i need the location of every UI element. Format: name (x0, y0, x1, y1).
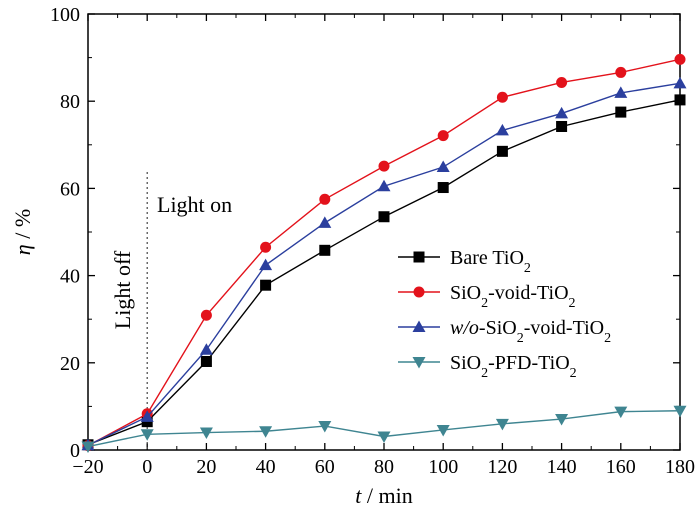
series-2 (81, 76, 687, 451)
x-tick-label: −20 (72, 456, 103, 478)
data-point (437, 182, 449, 194)
data-point (615, 66, 627, 78)
legend-label: SiO2​-PFD-TiO2​ (450, 352, 577, 381)
x-tick-label: 60 (315, 456, 335, 478)
data-point (199, 427, 213, 440)
data-point (555, 414, 569, 426)
y-axis-label: η / % (10, 209, 35, 255)
data-point (436, 160, 450, 173)
data-point (81, 441, 95, 454)
series-3 (81, 405, 687, 454)
plot-area-frame (87, 13, 681, 451)
data-point (437, 130, 449, 142)
legend-item: Bare TiO2​ (398, 247, 531, 276)
legend-item: SiO2​-PFD-TiO2​ (398, 352, 577, 381)
data-point (378, 211, 390, 223)
x-tick-label: 180 (665, 456, 695, 478)
data-point (259, 258, 273, 271)
data-point (436, 424, 450, 437)
x-tick-label: 20 (196, 456, 216, 478)
data-point (140, 429, 154, 441)
series-line (87, 58, 681, 447)
x-tick-label: 120 (487, 456, 517, 478)
data-point (496, 91, 508, 103)
data-point (378, 160, 390, 172)
data-point (555, 106, 569, 119)
data-point (674, 94, 686, 106)
series-0 (82, 94, 686, 451)
x-tick-label: 160 (606, 456, 636, 478)
legend-item: w/o-SiO2​-void-TiO2​ (398, 317, 611, 346)
legend-marker (413, 251, 425, 263)
data-point (556, 76, 568, 88)
x-tick-label: 100 (428, 456, 458, 478)
data-point (319, 244, 331, 256)
y-tick-label: 60 (60, 178, 80, 200)
y-tick-label: 100 (50, 4, 80, 26)
legend-item: SiO2​-void-TiO2​ (398, 282, 576, 311)
data-point (615, 106, 627, 118)
light-off-annotation: Light off (110, 250, 135, 329)
series-line (87, 99, 681, 446)
y-tick-label: 40 (60, 266, 80, 288)
data-point (140, 410, 154, 422)
x-axis-label: t / min (355, 483, 412, 508)
data-point (318, 421, 332, 433)
data-point (200, 355, 212, 367)
y-tick-label: 20 (60, 353, 80, 375)
data-point (260, 241, 272, 253)
legend-label: w/o-SiO2​-void-TiO2​ (450, 317, 611, 346)
data-point (495, 418, 509, 431)
data-point (377, 431, 391, 443)
legend-marker (412, 357, 426, 369)
data-point (614, 406, 628, 419)
x-tick-label: 40 (256, 456, 276, 478)
light-on-annotation: Light on (157, 192, 232, 217)
data-point (496, 145, 508, 157)
data-point (319, 193, 331, 205)
data-point (674, 53, 686, 65)
data-point (495, 123, 509, 136)
x-tick-label: 0 (142, 456, 152, 478)
data-point (318, 216, 332, 228)
data-point (259, 426, 273, 438)
data-point (200, 309, 212, 321)
x-tick-label: 140 (547, 456, 577, 478)
y-tick-label: 80 (60, 91, 80, 113)
legend-label: SiO2​-void-TiO2​ (450, 282, 576, 311)
legend-marker (413, 286, 425, 298)
y-tick-label: 0 (70, 440, 80, 462)
series-1 (82, 53, 686, 452)
data-point (199, 343, 213, 355)
x-tick-label: 80 (374, 456, 394, 478)
data-point (673, 76, 687, 89)
data-point (673, 405, 687, 418)
data-point (614, 86, 628, 98)
legend-label: Bare TiO2​ (450, 247, 531, 276)
legend-marker (412, 320, 426, 332)
data-point (377, 179, 391, 192)
data-point (556, 120, 568, 132)
data-point (260, 279, 272, 291)
